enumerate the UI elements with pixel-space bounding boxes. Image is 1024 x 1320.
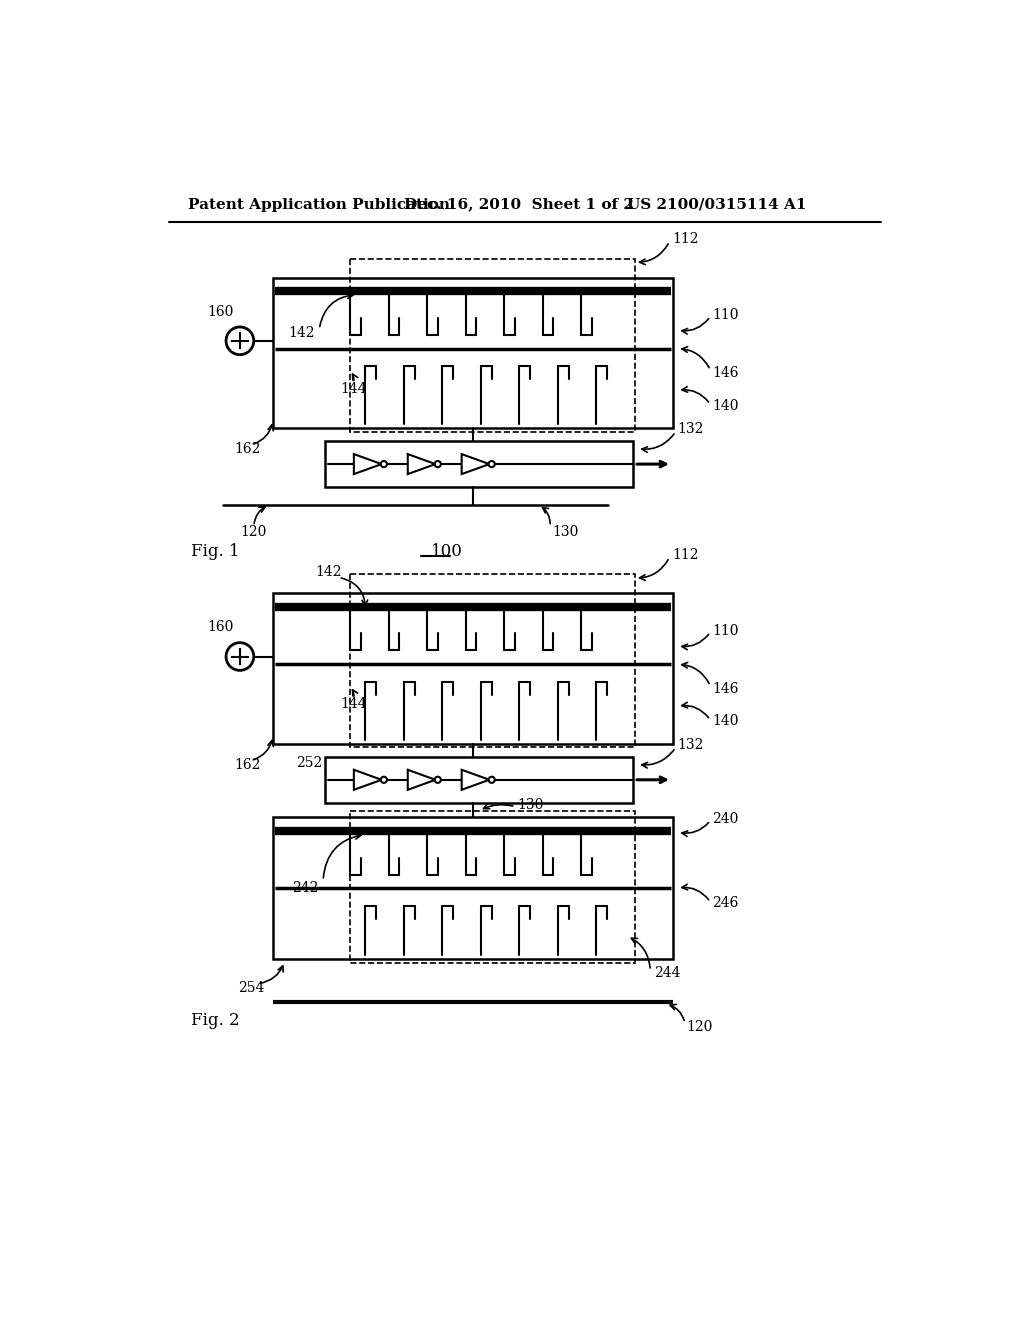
Text: 160: 160 [208, 305, 233, 318]
Text: 120: 120 [686, 1020, 713, 1034]
Text: 146: 146 [712, 682, 738, 696]
Circle shape [226, 643, 254, 671]
Text: US 2100/0315114 A1: US 2100/0315114 A1 [628, 198, 807, 211]
Text: 160: 160 [208, 620, 233, 634]
Text: 140: 140 [712, 714, 738, 729]
Circle shape [381, 776, 387, 783]
Text: 162: 162 [234, 442, 261, 457]
Text: 112: 112 [672, 548, 698, 562]
Text: Dec. 16, 2010  Sheet 1 of 2: Dec. 16, 2010 Sheet 1 of 2 [403, 198, 634, 211]
Text: 146: 146 [712, 366, 738, 380]
Circle shape [226, 327, 254, 355]
Text: 240: 240 [712, 812, 738, 826]
Text: Fig. 1: Fig. 1 [190, 543, 240, 560]
Text: 144: 144 [341, 697, 368, 711]
Text: 162: 162 [234, 758, 261, 772]
Text: 110: 110 [712, 623, 738, 638]
Circle shape [488, 461, 495, 467]
Bar [273, 277, 674, 428]
Text: 142: 142 [315, 565, 342, 579]
Text: 112: 112 [672, 232, 698, 247]
Text: 242: 242 [292, 882, 318, 895]
Text: Patent Application Publication: Patent Application Publication [188, 198, 451, 211]
Bar [326, 441, 634, 487]
Text: 140: 140 [712, 399, 738, 413]
Text: 244: 244 [654, 966, 681, 979]
Polygon shape [408, 454, 435, 474]
Text: 252: 252 [296, 756, 323, 770]
Text: 144: 144 [341, 381, 368, 396]
Circle shape [435, 461, 441, 467]
Bar [273, 594, 674, 743]
Polygon shape [408, 770, 435, 789]
Polygon shape [462, 770, 489, 789]
Text: 142: 142 [289, 326, 315, 341]
Text: Fig. 2: Fig. 2 [190, 1012, 240, 1030]
Bar [350, 812, 635, 964]
Text: 246: 246 [712, 896, 738, 911]
Text: 120: 120 [241, 525, 267, 539]
Text: 130: 130 [517, 799, 544, 812]
Circle shape [488, 776, 495, 783]
Circle shape [435, 776, 441, 783]
Polygon shape [354, 454, 382, 474]
Bar [273, 817, 674, 960]
Circle shape [381, 461, 387, 467]
Bar [350, 574, 635, 747]
Bar [326, 756, 634, 803]
Text: 132: 132 [677, 422, 703, 437]
Text: 132: 132 [677, 738, 703, 752]
Polygon shape [462, 454, 489, 474]
Text: 130: 130 [553, 525, 579, 539]
Polygon shape [354, 770, 382, 789]
Text: 100: 100 [431, 543, 463, 560]
Bar [350, 259, 635, 432]
Text: 110: 110 [712, 308, 738, 322]
Text: 254: 254 [239, 982, 265, 995]
